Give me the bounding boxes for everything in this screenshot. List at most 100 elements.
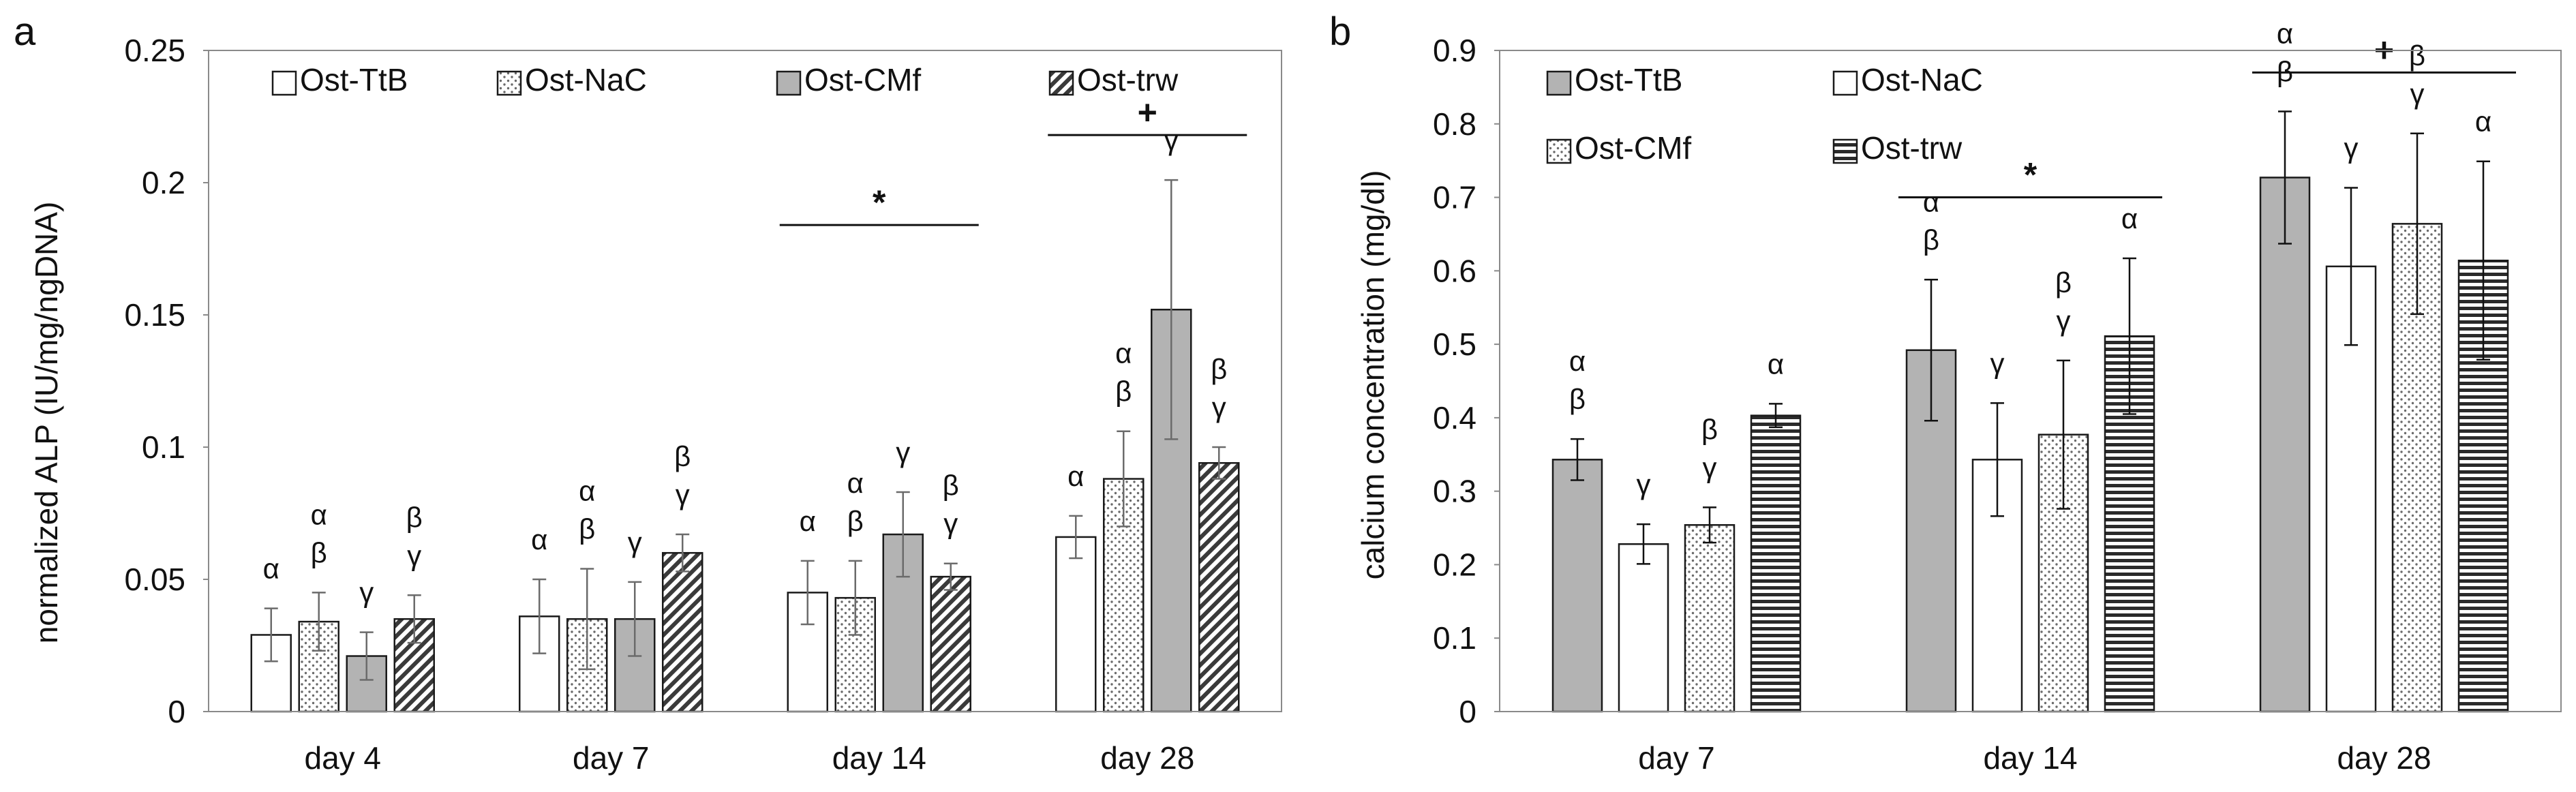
significance-letter: γ <box>943 508 958 540</box>
legend-swatch <box>1546 70 1572 96</box>
bar-b-2-0 <box>1684 523 1736 713</box>
significance-letter: α <box>847 467 864 499</box>
significance-letter: α <box>531 523 547 555</box>
x-tick-label: day 28 <box>1100 740 1194 776</box>
significance-letter: α <box>263 553 279 585</box>
significance-letter: γ <box>1164 124 1179 156</box>
significance-letter: β <box>2409 40 2425 72</box>
y-tick-label: 0.5 <box>1433 326 1476 362</box>
y-tick-label: 0.9 <box>1433 33 1476 68</box>
significance-letter: γ <box>359 577 374 609</box>
significance-letter: γ <box>2344 132 2359 164</box>
x-tick-label: day 4 <box>304 740 381 776</box>
x-tick-label: day 14 <box>832 740 926 776</box>
significance-letter: β <box>1211 353 1227 385</box>
bar-a-3-2 <box>930 575 971 713</box>
legend-swatch <box>1546 138 1572 164</box>
plot-frame-b <box>1499 50 2562 712</box>
significance-letter: γ <box>1990 347 2005 379</box>
legend-swatch <box>776 70 802 96</box>
x-tick-label: day 7 <box>1638 740 1715 776</box>
legend-label: Ost-CMf <box>804 62 921 97</box>
y-tick-label: 0.4 <box>1433 400 1476 436</box>
significance-letter: β <box>1923 224 1939 256</box>
y-tick-label: 0.8 <box>1433 106 1476 142</box>
y-tick-label: 0.7 <box>1433 180 1476 215</box>
y-tick-label: 0.05 <box>124 562 185 597</box>
plot-frame-a <box>208 50 1282 712</box>
y-tick-label: 0.6 <box>1433 253 1476 288</box>
x-tick-label: day 14 <box>1983 740 2077 776</box>
significance-letter: γ <box>2057 305 2071 337</box>
bar-b-1-0 <box>1618 543 1669 713</box>
panel-label-a: a <box>14 10 36 54</box>
significance-letter: α <box>311 498 327 530</box>
significance-letter: α <box>1115 337 1132 369</box>
significance-letter: β <box>311 536 327 568</box>
significance-letter: α <box>1768 348 1784 380</box>
significance-letter: γ <box>407 539 421 571</box>
panel-a: a normalized ALP (IU/mg/ngDNA) 0 0.05 0.1 0… <box>14 10 1282 776</box>
legend-label: Ost-TtB <box>300 62 408 97</box>
y-axis-label-a: normalized ALP (IU/mg/ngDNA) <box>29 202 64 644</box>
bar-a-3-1 <box>662 551 703 713</box>
significance-letter: α <box>1067 460 1084 492</box>
significance-letter: γ <box>1212 391 1226 423</box>
significance-letter: β <box>943 470 959 502</box>
significance-letter: α <box>579 474 595 506</box>
y-tick-label: 0.3 <box>1433 474 1476 509</box>
legend-swatch <box>496 70 522 96</box>
legend-label: Ost-NaC <box>525 62 647 97</box>
y-tick-label: 0.25 <box>124 33 185 68</box>
significance-letter: γ <box>896 436 910 468</box>
significance-letter: β <box>674 440 691 472</box>
legend-label: Ost-NaC <box>1861 62 1983 97</box>
bar-b-0-2 <box>2259 177 2311 713</box>
significance-letter: β <box>1569 383 1586 415</box>
significance-letter: α <box>2277 17 2293 49</box>
y-tick-label: 0.1 <box>142 429 185 465</box>
x-tick-label: day 7 <box>573 740 650 776</box>
significance-letter: α <box>2475 106 2491 138</box>
bar-a-3-3 <box>1198 462 1240 713</box>
significance-letter: β <box>847 505 864 537</box>
y-tick-label: 0 <box>168 694 185 729</box>
significance-letter: γ <box>1703 451 1717 483</box>
bar-b-3-0 <box>1750 414 1802 713</box>
significance-letter: β <box>579 513 595 545</box>
y-tick-label: 0.15 <box>124 297 185 333</box>
significance-letter: β <box>2055 266 2072 299</box>
significance-letter: α <box>1569 345 1586 377</box>
bar-b-0-0 <box>1551 459 1603 713</box>
significance-symbol: * <box>2024 156 2037 194</box>
y-axis-label-b: calcium concentration (mg/dl) <box>1355 170 1391 580</box>
significance-letter: β <box>406 501 423 533</box>
y-tick-label: 0.1 <box>1433 620 1476 656</box>
significance-letter: γ <box>628 526 642 558</box>
legend-label: Ost-TtB <box>1575 62 1682 97</box>
significance-letter: β <box>1115 376 1132 408</box>
legend-swatch <box>1832 70 1858 96</box>
significance-letter: γ <box>676 478 690 511</box>
significance-symbol: * <box>873 183 886 222</box>
significance-letter: β <box>1701 413 1718 445</box>
significance-symbol: + <box>1138 93 1157 132</box>
y-tick-label: 0.2 <box>142 165 185 200</box>
legend-label: Ost-trw <box>1861 130 1963 166</box>
legend-swatch <box>271 70 297 96</box>
legend-label: Ost-CMf <box>1575 130 1691 166</box>
panel-b: b calcium concentration (mg/dl) 0 0.1 0.2 0… <box>1329 10 2562 776</box>
legend-swatch <box>1832 138 1858 164</box>
significance-letter: γ <box>1637 468 1651 500</box>
legend-swatch <box>1048 70 1074 96</box>
bar-a-0-3 <box>1055 536 1097 713</box>
legend-label: Ost-trw <box>1077 62 1179 97</box>
significance-letter: α <box>1923 185 1939 217</box>
x-tick-label: day 28 <box>2337 740 2431 776</box>
panel-label-b: b <box>1329 10 1351 54</box>
y-tick-label: 0.2 <box>1433 547 1476 582</box>
significance-letter: γ <box>2410 78 2425 110</box>
y-tick-label: 0 <box>1459 694 1476 729</box>
significance-letter: α <box>2121 202 2138 234</box>
